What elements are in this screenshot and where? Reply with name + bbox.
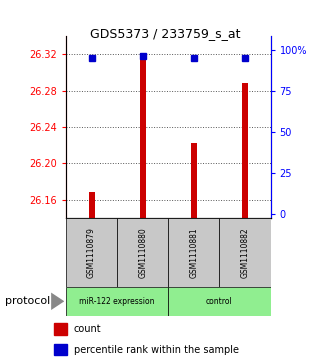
Text: count: count xyxy=(74,324,101,334)
Bar xyxy=(168,287,271,316)
Text: GSM1110879: GSM1110879 xyxy=(87,227,96,278)
Bar xyxy=(219,218,271,287)
Text: miR-122 expression: miR-122 expression xyxy=(80,297,155,306)
Bar xyxy=(66,218,117,287)
Text: GSM1110881: GSM1110881 xyxy=(189,227,198,278)
Text: protocol: protocol xyxy=(5,296,50,306)
Text: GSM1110882: GSM1110882 xyxy=(241,227,249,278)
Bar xyxy=(168,218,219,287)
Text: GSM1110880: GSM1110880 xyxy=(138,227,147,278)
Bar xyxy=(191,143,197,218)
Text: control: control xyxy=(206,297,233,306)
Bar xyxy=(242,83,248,218)
Bar xyxy=(140,53,146,218)
Bar xyxy=(54,323,67,335)
Polygon shape xyxy=(51,293,64,310)
Bar xyxy=(117,218,168,287)
Bar xyxy=(66,287,168,316)
Text: GDS5373 / 233759_s_at: GDS5373 / 233759_s_at xyxy=(90,27,240,40)
Bar xyxy=(88,192,95,218)
Bar xyxy=(54,344,67,355)
Text: percentile rank within the sample: percentile rank within the sample xyxy=(74,345,239,355)
